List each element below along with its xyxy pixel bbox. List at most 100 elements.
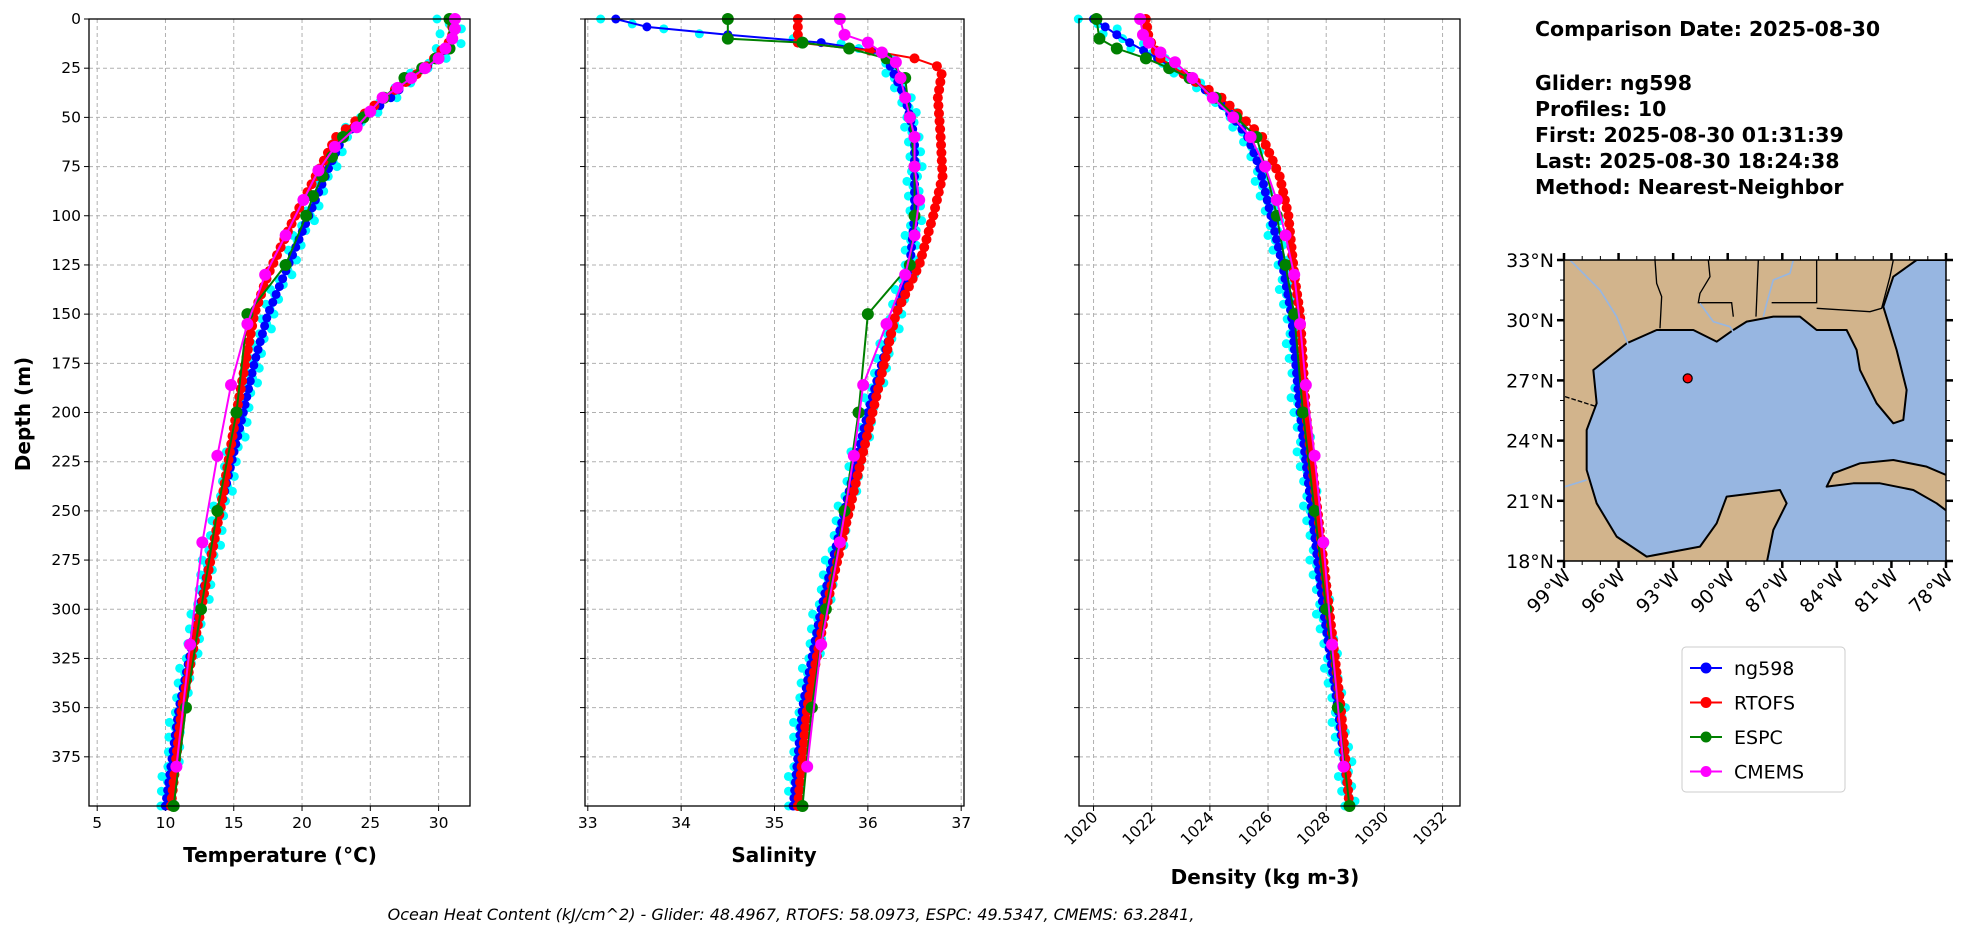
RTOFS-point (800, 722, 811, 733)
panel-1: 5 10 15 20 25 3002550751001251501752002252502… (51, 10, 471, 832)
CMEMS-point (211, 449, 224, 462)
y-tick-label: 375 (51, 748, 81, 766)
series-ESPC (721, 13, 921, 812)
glider-raw-point (1333, 771, 1343, 781)
ng598-point (1272, 234, 1282, 244)
y-tick-label: 300 (51, 600, 81, 618)
ng598-point (249, 360, 259, 370)
salinity-axis-label: Salinity (731, 843, 816, 867)
ESPC-point (1110, 42, 1123, 55)
RTOFS-point (874, 376, 885, 387)
ESPC-point (211, 504, 224, 517)
CMEMS-point (364, 105, 377, 118)
x-tick-label: 1024 (1177, 808, 1218, 849)
RTOFS-point (798, 738, 809, 749)
glider-raw-point (435, 29, 445, 39)
glider-raw-point (1250, 176, 1260, 186)
CMEMS-point (225, 378, 238, 391)
CMEMS-point (1154, 46, 1167, 59)
ESPC-point (1093, 32, 1106, 45)
y-tick-label: 325 (51, 649, 81, 667)
legend-label: RTOFS (1734, 693, 1795, 715)
temperature-axis-label: Temperature (°C) (183, 843, 377, 867)
ng598-point (1252, 156, 1262, 166)
CMEMS-point (196, 536, 209, 549)
ng598-point (245, 376, 255, 386)
ESPC-point (843, 42, 856, 55)
series-CMEMS (170, 13, 461, 773)
CMEMS-point (838, 28, 851, 41)
ng598-point (1259, 179, 1269, 189)
CMEMS-point (1279, 229, 1292, 242)
RTOFS-point (854, 462, 865, 473)
RTOFS-point (873, 383, 884, 394)
RTOFS-point (861, 431, 872, 442)
RTOFS-point (244, 336, 255, 347)
CMEMS-point (1270, 194, 1283, 207)
x-tick-label: 1032 (1410, 808, 1451, 849)
ESPC-point (306, 190, 319, 203)
ESPC-point (1320, 603, 1333, 616)
legend-box (1681, 646, 1846, 793)
RTOFS-point (848, 486, 859, 497)
RTOFS-point (886, 328, 897, 339)
map-frame (1563, 259, 1947, 562)
RTOFS-point (933, 108, 944, 119)
CMEMS-point (1206, 91, 1219, 104)
legend: ng598 RTOFS ESPC CMEMS (1681, 646, 1846, 793)
y-tick-label: 250 (51, 502, 81, 520)
RTOFS-point (792, 21, 803, 32)
ng598-point (242, 392, 252, 402)
CMEMS-point (861, 36, 874, 49)
RTOFS-point (935, 76, 946, 87)
ng598-point (247, 368, 257, 378)
CMEMS-point (312, 164, 325, 177)
glider-raw-point (1274, 285, 1284, 295)
lon-tick-label: 96°W (1577, 565, 1630, 618)
glider-raw-point (240, 432, 250, 442)
ng598-point (1257, 171, 1267, 181)
RTOFS-point (1284, 218, 1295, 229)
x-tick-label: 1026 (1235, 808, 1276, 849)
RTOFS-point (916, 250, 927, 261)
RTOFS-point (1274, 171, 1285, 182)
CMEMS-point (1337, 760, 1350, 773)
RTOFS-point (794, 785, 805, 796)
ESPC-point (805, 701, 818, 714)
RTOFS-point (935, 179, 946, 190)
ESPC-point (819, 603, 832, 616)
RTOFS-point (795, 769, 806, 780)
RTOFS-point (798, 745, 809, 756)
ng598-point (1125, 38, 1135, 48)
RTOFS-point (867, 407, 878, 418)
y-tick-label: 175 (51, 354, 81, 372)
series-CMEMS (801, 13, 926, 773)
ng598-point (257, 329, 267, 339)
ng598-point (642, 22, 652, 32)
RTOFS-point (804, 690, 815, 701)
RTOFS-point (882, 344, 893, 355)
RTOFS-point (923, 226, 934, 237)
lat-tick-label: 18°N (1506, 551, 1554, 573)
CMEMS-point (880, 317, 893, 330)
ng598-point (271, 289, 281, 299)
RTOFS-point (876, 368, 887, 379)
ng598-point (262, 313, 272, 323)
CMEMS-point (1299, 378, 1312, 391)
RTOFS-point (880, 352, 891, 363)
lat-tick-label: 30°N (1506, 310, 1554, 332)
RTOFS-point (846, 494, 857, 505)
lon-tick-label: 78°W (1905, 565, 1958, 618)
glider-raw-point (332, 162, 342, 172)
RTOFS-point (936, 147, 947, 158)
CMEMS-point (889, 56, 902, 69)
lat-tick-label: 21°N (1506, 491, 1554, 513)
glider-raw-point (1319, 663, 1329, 673)
CMEMS-point (833, 536, 846, 549)
ESPC-point (337, 131, 349, 144)
y-tick-label: 125 (51, 256, 81, 274)
profile-count: Profiles: 10 (1535, 97, 1666, 121)
legend-marker (1700, 731, 1712, 743)
ESPC-point (852, 406, 865, 419)
RTOFS-point (1281, 202, 1292, 213)
